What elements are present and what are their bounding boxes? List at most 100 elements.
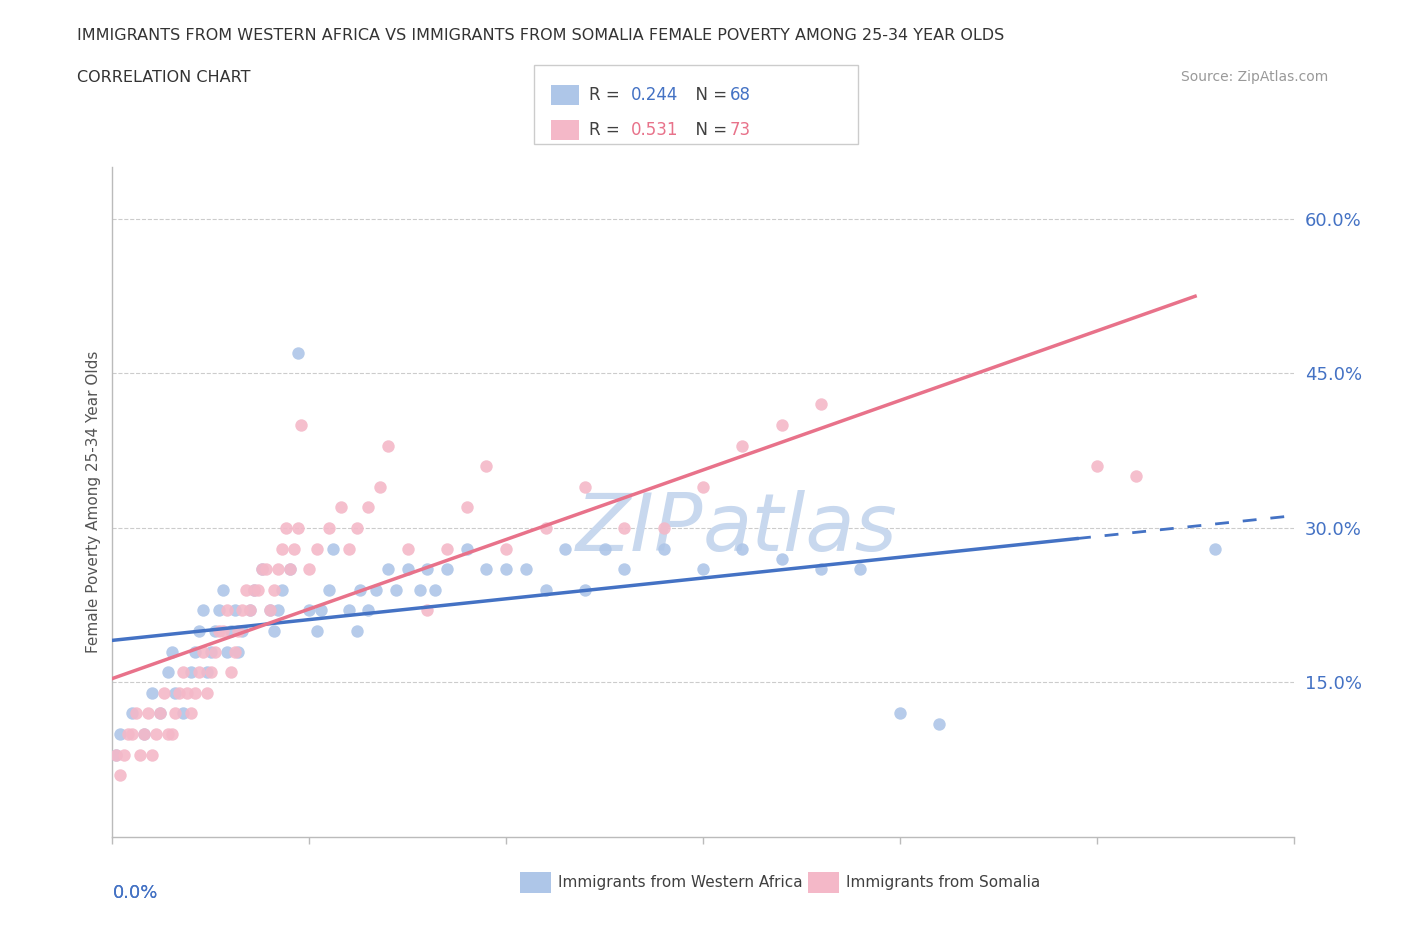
Text: R =: R = [589,86,626,104]
Point [574,479,596,494]
Point [692,479,714,494]
Point [110,726,132,741]
Point [132,726,155,741]
Point [125,706,148,721]
Point [692,562,714,577]
Point [250,562,273,577]
Point [160,726,183,741]
Point [180,706,202,721]
Point [145,726,167,741]
Point [377,438,399,453]
Point [228,644,250,659]
Point [105,747,128,762]
Point [211,623,233,638]
Point [224,603,246,618]
Point [770,418,793,432]
Point [141,747,163,762]
Point [267,603,290,618]
Point [613,562,636,577]
Text: CORRELATION CHART: CORRELATION CHART [77,70,250,85]
Point [554,541,576,556]
Text: Source: ZipAtlas.com: Source: ZipAtlas.com [1181,70,1329,84]
Point [270,541,292,556]
Point [346,623,368,638]
Text: N =: N = [685,121,733,139]
Text: 0.531: 0.531 [631,121,679,139]
Point [267,562,290,577]
Point [156,665,179,680]
Point [188,623,211,638]
Point [195,685,218,700]
Point [318,521,340,536]
Point [287,521,309,536]
Point [396,562,419,577]
Point [191,603,214,618]
Point [287,345,309,360]
Text: 73: 73 [730,121,751,139]
Point [318,582,340,597]
Point [436,541,458,556]
Point [357,603,380,618]
Point [200,644,222,659]
Point [368,479,391,494]
Point [129,747,152,762]
Point [377,562,399,577]
Point [849,562,872,577]
Point [263,582,285,597]
Text: atlas: atlas [703,490,898,568]
Point [117,726,139,741]
Point [298,603,321,618]
Point [337,603,360,618]
Point [200,665,222,680]
Text: ZIP: ZIP [575,490,703,568]
Point [810,562,832,577]
Point [211,582,233,597]
Point [495,562,517,577]
Point [290,418,312,432]
Y-axis label: Female Poverty Among 25-34 Year Olds: Female Poverty Among 25-34 Year Olds [86,351,101,654]
Point [235,582,257,597]
Point [416,562,439,577]
Point [243,582,266,597]
Point [184,685,207,700]
Point [204,644,226,659]
Point [307,541,329,556]
Text: 68: 68 [730,86,751,104]
Point [534,521,557,536]
Point [1204,541,1226,556]
Point [652,521,675,536]
Point [278,562,301,577]
Point [1085,458,1108,473]
Text: Immigrants from Somalia: Immigrants from Somalia [846,875,1040,890]
Point [184,644,207,659]
Point [172,665,194,680]
Point [810,397,832,412]
Point [149,706,172,721]
Point [534,582,557,597]
Point [322,541,344,556]
Point [112,747,135,762]
Point [731,541,754,556]
Point [132,726,155,741]
Point [408,582,430,597]
Point [169,685,191,700]
Point [219,665,242,680]
Point [263,623,285,638]
Text: N =: N = [685,86,733,104]
Point [121,706,143,721]
Point [425,582,447,597]
Point [475,562,498,577]
Point [652,541,675,556]
Point [219,623,242,638]
Point [141,685,163,700]
Text: R =: R = [589,121,626,139]
Point [274,521,297,536]
Point [307,623,329,638]
Point [770,551,793,566]
Point [475,458,498,473]
Point [195,665,218,680]
Point [357,500,380,515]
Point [224,644,246,659]
Text: Immigrants from Western Africa: Immigrants from Western Africa [558,875,803,890]
Point [349,582,371,597]
